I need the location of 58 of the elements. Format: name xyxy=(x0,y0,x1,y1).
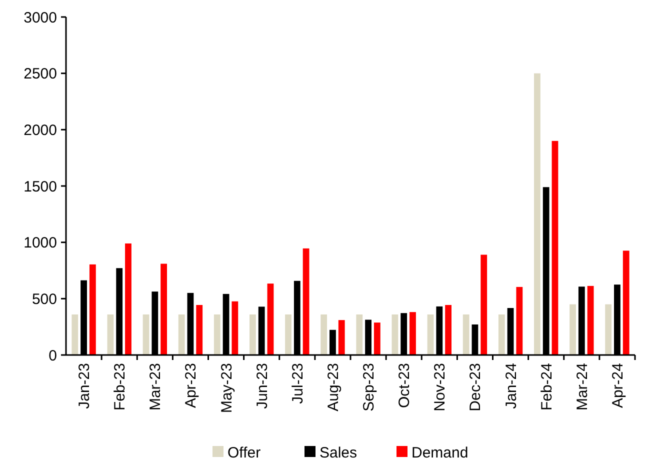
y-tick-label: 500 xyxy=(32,290,57,308)
bar xyxy=(552,140,558,355)
bar xyxy=(410,312,416,355)
y-tick-label: 2500 xyxy=(24,66,57,83)
x-tick-label: Apr-24 xyxy=(609,363,626,408)
bar xyxy=(89,264,96,355)
bar xyxy=(232,301,238,355)
x-tick-label: Feb-23 xyxy=(112,363,129,411)
x-tick-label: Jan-23 xyxy=(76,363,94,409)
x-tick-label: Jan-24 xyxy=(502,363,520,409)
bar xyxy=(160,264,167,355)
bar xyxy=(605,304,612,355)
bar xyxy=(72,314,78,355)
x-tick-label: Mar-23 xyxy=(147,363,164,411)
bar xyxy=(427,314,434,355)
y-tick-label: 0 xyxy=(48,347,57,364)
legend-label: Demand xyxy=(412,444,468,462)
bar xyxy=(178,314,185,355)
bar xyxy=(587,286,594,355)
bar xyxy=(534,73,540,355)
bar xyxy=(285,314,292,355)
x-tick-label: Oct-23 xyxy=(396,363,414,408)
y-tick-label: 1500 xyxy=(24,178,57,196)
legend-label: Offer xyxy=(228,444,261,462)
bar xyxy=(302,248,310,355)
legend-label: Sales xyxy=(320,444,358,462)
bar xyxy=(374,322,380,355)
x-tick-label: Apr-23 xyxy=(182,363,200,408)
bar xyxy=(267,284,274,355)
bar xyxy=(498,314,505,355)
bar xyxy=(462,314,470,355)
y-tick-label: 3000 xyxy=(24,9,57,26)
bar xyxy=(622,250,630,355)
bar xyxy=(392,314,398,355)
x-tick-label: Dec-23 xyxy=(467,363,484,412)
bar xyxy=(142,314,150,355)
bar xyxy=(570,304,576,355)
bar xyxy=(356,314,363,355)
x-tick-label: Sep-23 xyxy=(360,363,378,412)
bar xyxy=(320,314,328,355)
bar xyxy=(516,286,523,355)
bar xyxy=(445,304,452,355)
x-tick-label: Feb-24 xyxy=(538,363,556,411)
y-tick-label: 2000 xyxy=(24,122,57,139)
bar xyxy=(125,243,132,355)
x-tick-label: Jul-23 xyxy=(289,363,306,404)
y-tick-label: 1000 xyxy=(24,234,57,252)
x-tick-label: May-23 xyxy=(218,363,236,414)
bar xyxy=(338,320,345,355)
bar xyxy=(214,314,220,355)
x-tick-label: Aug-23 xyxy=(324,363,342,412)
bar xyxy=(250,314,256,355)
bar xyxy=(107,314,114,355)
x-tick-label: Nov-23 xyxy=(432,363,449,412)
x-tick-label: Jun-23 xyxy=(254,363,271,409)
bar xyxy=(480,254,488,355)
bar xyxy=(196,304,203,355)
x-tick-label: Mar-24 xyxy=(574,363,591,411)
